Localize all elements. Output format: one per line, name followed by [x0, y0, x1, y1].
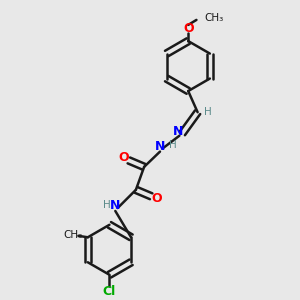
Text: CH₃: CH₃: [204, 13, 224, 23]
Text: N: N: [172, 125, 183, 138]
Text: O: O: [118, 151, 129, 164]
Text: H: H: [204, 107, 212, 117]
Text: O: O: [183, 22, 194, 35]
Text: N: N: [155, 140, 165, 153]
Text: N: N: [110, 199, 120, 212]
Text: H: H: [169, 140, 177, 150]
Text: H: H: [103, 200, 111, 210]
Text: Cl: Cl: [103, 285, 116, 298]
Text: CH₃: CH₃: [63, 230, 82, 240]
Text: O: O: [151, 191, 162, 205]
